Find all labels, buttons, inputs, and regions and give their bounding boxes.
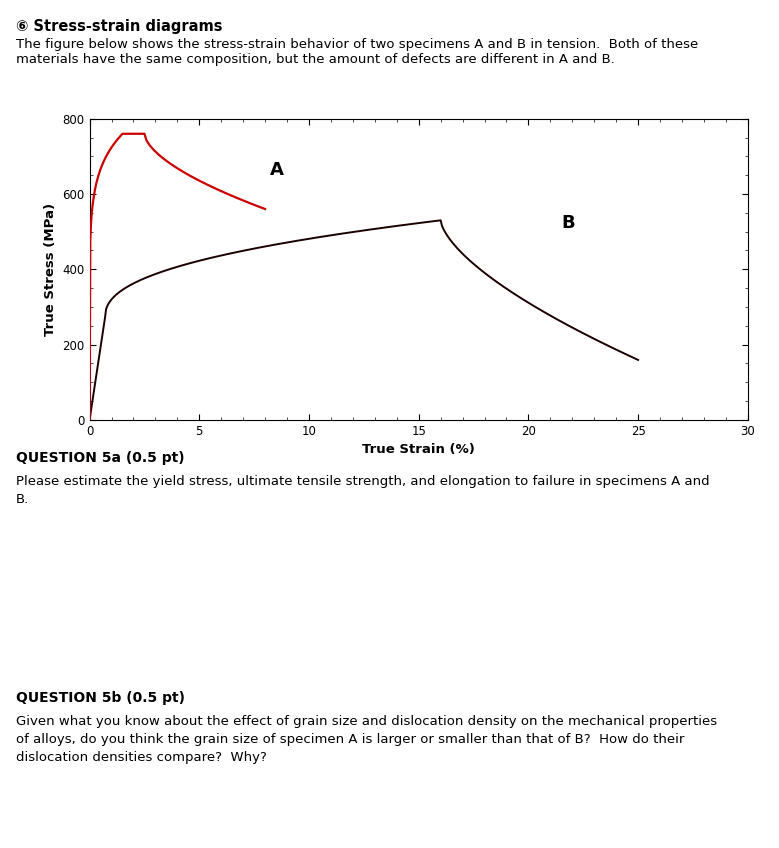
- Text: Given what you know about the effect of grain size and dislocation density on th: Given what you know about the effect of …: [16, 715, 717, 764]
- Text: The figure below shows the stress-strain behavior of two specimens A and B in te: The figure below shows the stress-strain…: [16, 38, 698, 51]
- Text: Please estimate the yield stress, ultimate tensile strength, and elongation to f: Please estimate the yield stress, ultima…: [16, 475, 709, 506]
- Text: ⑥ Stress-strain diagrams: ⑥ Stress-strain diagrams: [16, 19, 222, 34]
- Text: QUESTION 5a (0.5 pt): QUESTION 5a (0.5 pt): [16, 451, 184, 466]
- Text: QUESTION 5b (0.5 pt): QUESTION 5b (0.5 pt): [16, 691, 185, 706]
- X-axis label: True Strain (%): True Strain (%): [362, 444, 475, 456]
- Text: B: B: [562, 214, 575, 232]
- Text: A: A: [270, 161, 284, 179]
- Y-axis label: True Stress (MPa): True Stress (MPa): [44, 203, 57, 336]
- Text: materials have the same composition, but the amount of defects are different in : materials have the same composition, but…: [16, 53, 615, 66]
